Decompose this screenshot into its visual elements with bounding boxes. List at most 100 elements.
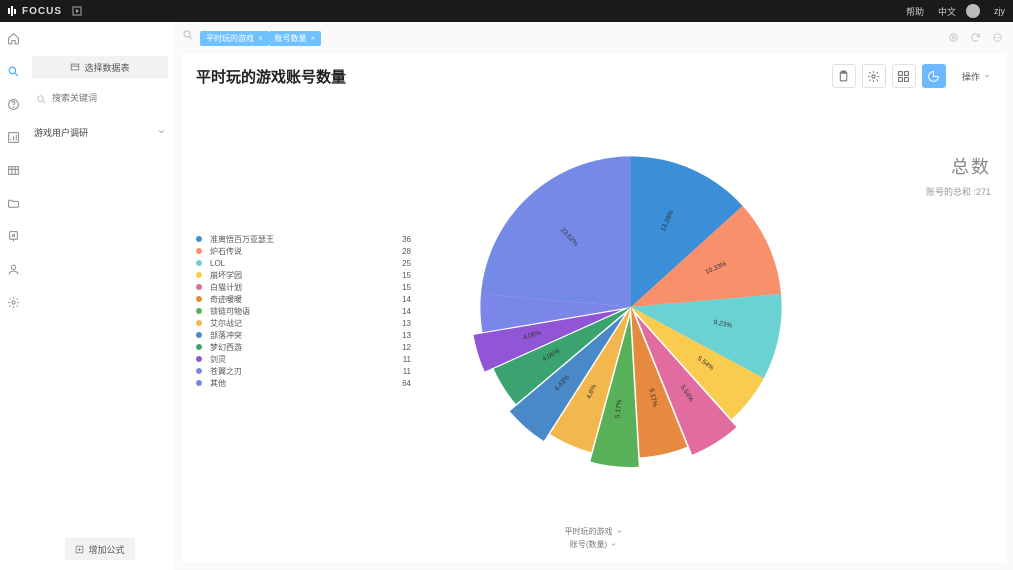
footer-dimensions: 平时玩的游戏 账号(数量) [196,526,991,552]
sidebar-section-label: 游戏用户调研 [34,126,88,139]
legend-label: 炉石传说 [210,246,387,257]
legend-row[interactable]: LOL25 [196,257,411,269]
legend-value: 11 [387,355,411,364]
brand-text: FOCUS [22,6,62,17]
help-link[interactable]: 帮助 [906,5,924,18]
legend-label: 白猫计划 [210,282,387,293]
table-select-icon [70,62,80,72]
legend-label: 崩坏学园 [210,270,387,281]
pie-slice[interactable] [481,156,631,307]
legend-row[interactable]: 梦幻西游12 [196,341,411,353]
clipboard-button[interactable] [832,64,856,88]
gear-icon[interactable] [7,296,20,309]
avatar[interactable] [966,4,980,18]
search-input[interactable] [32,88,168,108]
plus-icon [75,545,84,554]
legend-label: 艾尔战记 [210,318,387,329]
dashboard-icon[interactable] [7,131,20,144]
select-table-label: 选择数据表 [84,61,129,74]
search-input-icon [36,92,47,110]
legend-label: 苍翼之刃 [210,366,387,377]
legend-row[interactable]: 苍翼之刃11 [196,365,411,377]
chevron-down-icon [616,528,623,535]
legend-dot [196,284,202,290]
legend-label: 其他 [210,378,387,389]
pie-chart: 13.28%10.33%9.23%5.54%5.54%5.17%5.17%4.8… [411,88,851,526]
legend-dot [196,332,202,338]
language-link[interactable]: 中文 [938,5,956,18]
refresh-icon[interactable] [967,29,983,45]
legend-dot [196,272,202,278]
chevron-down-icon [983,72,991,80]
chart-panel: 平时玩的游戏账号数量 操作 准离悟百万亚瑟王36炉石传说28LOL25崩坏学园1… [182,54,1005,562]
query-search-icon [182,28,194,46]
legend-row[interactable]: 炉石传说28 [196,245,411,257]
legend-value: 15 [387,283,411,292]
legend-dot [196,260,202,266]
operate-dropdown[interactable]: 操作 [962,70,991,83]
legend-dot [196,248,202,254]
settings-button[interactable] [862,64,886,88]
pin-icon[interactable] [7,230,20,243]
username[interactable]: zjy [994,6,1005,16]
legend-value: 13 [387,319,411,328]
folder-icon[interactable] [7,197,20,210]
legend-row[interactable]: 崩坏学园15 [196,269,411,281]
legend-row[interactable]: 白猫计划15 [196,281,411,293]
table-icon[interactable] [7,164,20,177]
legend-dot [196,320,202,326]
legend-value: 64 [387,379,411,388]
summary-subtext: 账号的总和 :271 [851,185,991,198]
page-title: 平时玩的游戏账号数量 [196,66,346,87]
topbar: FOCUS 帮助 中文 zjy [0,0,1013,22]
legend-row[interactable]: 其他64 [196,377,411,389]
close-icon[interactable]: × [258,34,263,43]
expand-icon[interactable] [72,6,82,16]
legend-value: 15 [387,271,411,280]
legend-row[interactable]: 剑灵11 [196,353,411,365]
pie-view-button[interactable] [922,64,946,88]
legend-row[interactable]: 部落冲突13 [196,329,411,341]
nav-rail [0,22,26,570]
legend: 准离悟百万亚瑟王36炉石传说28LOL25崩坏学园15白猫计划15奇迹暖暖14锁… [196,88,411,526]
search-icon[interactable] [7,65,20,78]
home-icon[interactable] [7,32,20,45]
legend-label: 准离悟百万亚瑟王 [210,234,387,245]
more-icon[interactable] [989,29,1005,45]
dimension-2-label: 账号(数量) [570,539,607,550]
legend-row[interactable]: 艾尔战记13 [196,317,411,329]
select-table-button[interactable]: 选择数据表 [32,56,168,78]
main: 平时玩的游戏 × 账号数量 × 平时玩的游戏账号数量 操作 [174,22,1013,570]
query-chip[interactable]: 账号数量 × [269,31,322,46]
legend-value: 36 [387,235,411,244]
legend-label: 奇迹暖暖 [210,294,387,305]
dimension-2[interactable]: 账号(数量) [570,539,617,550]
dimension-1-label: 平时玩的游戏 [565,526,613,537]
user-icon[interactable] [7,263,20,276]
summary-label: 总数 [851,153,991,179]
legend-row[interactable]: 奇迹暖暖14 [196,293,411,305]
target-icon[interactable] [945,29,961,45]
legend-value: 12 [387,343,411,352]
chip-label: 账号数量 [275,33,307,44]
help-icon[interactable] [7,98,20,111]
sidebar-section[interactable]: 游戏用户调研 [32,122,168,143]
summary: 总数 账号的总和 :271 [851,88,991,526]
legend-value: 11 [387,367,411,376]
legend-dot [196,380,202,386]
dimension-1[interactable]: 平时玩的游戏 [565,526,623,537]
query-chip[interactable]: 平时玩的游戏 × [200,31,269,46]
legend-value: 14 [387,307,411,316]
close-icon[interactable]: × [311,34,316,43]
legend-dot [196,308,202,314]
grid-view-button[interactable] [892,64,916,88]
operate-label: 操作 [962,70,980,83]
legend-row[interactable]: 准离悟百万亚瑟王36 [196,233,411,245]
chevron-down-icon [610,541,617,548]
legend-dot [196,368,202,374]
legend-label: LOL [210,259,387,268]
chip-label: 平时玩的游戏 [206,33,254,44]
legend-row[interactable]: 锁链可物语14 [196,305,411,317]
add-formula-button[interactable]: 增加公式 [65,538,135,560]
sidebar: 选择数据表 游戏用户调研 增加公式 [26,22,174,570]
